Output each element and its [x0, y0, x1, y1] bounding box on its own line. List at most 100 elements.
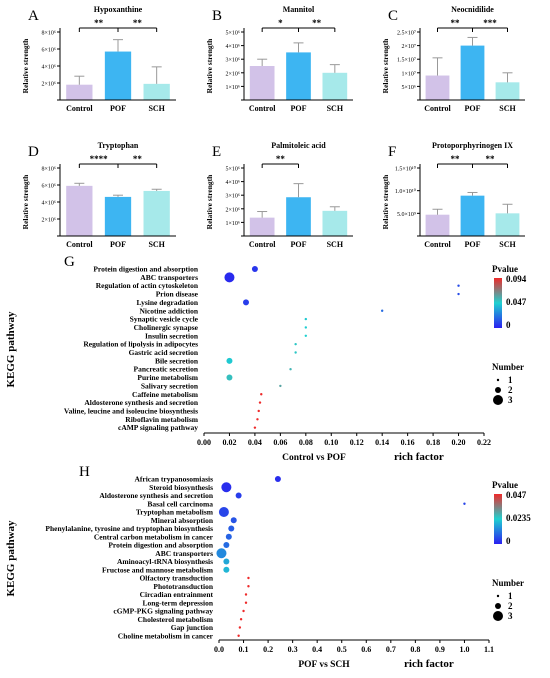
significance-label: *** [483, 18, 497, 28]
pvalue-legend-label: 0.0235 [506, 513, 531, 523]
bar-panel-f: F Protoporphyrinogen IX Control POF SCH 5.0×1… [381, 141, 525, 249]
bar-panel-d: D Tryptophan Control POF SCH 2×10⁶ 4×10⁶ 6×10⁶ 8… [21, 141, 176, 249]
pathway-label: Phototransduction [153, 582, 213, 591]
y-tick-label: 2.5×10⁷ [397, 31, 416, 37]
bar [143, 83, 170, 100]
number-legend-label: 3 [508, 395, 513, 405]
x-tick-label: POF [291, 104, 307, 113]
x-tick-label: 0.00 [197, 438, 211, 447]
pathway-label: Tryptophan metabolism [136, 508, 214, 517]
pathway-point [304, 317, 308, 321]
x-tick-label: 0.18 [426, 438, 440, 447]
pathway-point [223, 542, 230, 548]
x-tick-label: 0.0 [214, 645, 224, 654]
panel-letter: G [64, 254, 75, 270]
significance-label: * [278, 18, 283, 28]
significance-label: ** [276, 154, 286, 164]
y-tick-label: 2×10⁶ [42, 82, 56, 88]
y-tick-label: 8×10⁶ [42, 31, 56, 37]
pathway-label: Protein digestion and absorption [93, 265, 198, 274]
pvalue-legend-title: Pvalue [492, 480, 518, 490]
x-axis-label: POF vs SCH [298, 660, 350, 670]
y-tick-label: 4×10⁶ [226, 180, 240, 186]
pathway-point [218, 507, 229, 517]
y-tick-label: 5×10⁶ [402, 85, 416, 91]
pathway-label: Pancreatic secretion [134, 365, 199, 374]
significance-label: ** [451, 18, 461, 28]
panel-letter: F [388, 144, 396, 160]
bar [104, 51, 132, 100]
pathway-point [304, 334, 308, 337]
bar [249, 66, 275, 100]
bar [425, 214, 450, 236]
pathway-point [380, 309, 384, 312]
bar [460, 195, 485, 236]
x-tick-label: 0.06 [273, 438, 287, 447]
pathway-label: Olfactory transduction [139, 574, 213, 583]
x-tick-label: Control [424, 240, 451, 249]
significance-label: ** [451, 154, 461, 164]
pathway-label: Regulation of lipolysis in adipocytes [83, 340, 198, 349]
y-tick-label: 2×10⁷ [402, 44, 416, 50]
chart-title: Hypoxanthine [94, 5, 143, 14]
bar [322, 72, 348, 100]
pathway-point [226, 357, 233, 364]
bar [143, 190, 170, 236]
y-tick-label: 1×10⁶ [226, 221, 240, 227]
x-tick-label: SCH [327, 104, 344, 113]
pathway-point [230, 517, 237, 524]
x-tick-label: Control [424, 104, 451, 113]
pathway-point [238, 626, 242, 629]
x-tick-label: 0.04 [248, 438, 262, 447]
panel-letter: H [79, 464, 90, 480]
significance-label: **** [90, 154, 109, 164]
pathway-label: Bile secretion [155, 356, 199, 365]
y-tick-label: 2×10⁶ [42, 218, 56, 224]
pathway-label: Fructose and mannose metabolism [102, 565, 214, 574]
pathway-label: Regulation of actin cytoskeleton [96, 281, 199, 290]
pathway-label: Prion disease [156, 290, 199, 299]
pathway-point [226, 374, 233, 381]
pvalue-legend-label: 0.047 [506, 297, 527, 307]
pathway-label: Caffeine metabolism [132, 390, 199, 399]
x-tick-label: 1.1 [484, 645, 494, 654]
y-tick-label: 4×10⁶ [42, 65, 56, 71]
pathway-point [235, 492, 242, 499]
pathway-label: Insulin secretion [145, 331, 199, 340]
pathway-label: Riboflavin metabolism [125, 415, 198, 424]
x-tick-label: SCH [148, 240, 165, 249]
bubble-panel-h: H KEGG pathway African trypanosomiasisSter… [5, 464, 531, 670]
y-tick-label: 2×10⁶ [226, 207, 240, 213]
y-tick-label: 1.0×10¹⁰ [395, 188, 417, 195]
pathway-label: cAMP signaling pathway [118, 423, 198, 432]
x-tick-label: 0.14 [375, 438, 389, 447]
x-tick-label: 0.4 [312, 645, 322, 654]
pvalue-legend-title: Pvalue [492, 264, 518, 274]
pathway-point [457, 284, 460, 287]
bar [286, 197, 311, 236]
pathway-label: Lysine degradation [137, 298, 199, 307]
pathway-point [294, 351, 297, 354]
y-tick-label: 5.0×10⁹ [397, 212, 416, 218]
pathway-label: Mineral absorption [151, 516, 214, 525]
y-axis-label: Relative strength [21, 174, 30, 229]
pathway-point [216, 548, 227, 559]
pathway-label: Cholinergic synapse [134, 323, 199, 332]
x-tick-label: Control [249, 240, 276, 249]
pathway-point [244, 593, 248, 596]
panel-letter: E [212, 144, 221, 160]
pathway-label: Salivary secretion [141, 381, 199, 390]
pathway-point [237, 634, 240, 637]
x-tick-label: 0.5 [337, 645, 347, 654]
y-tick-label: 3×10⁶ [226, 58, 240, 64]
x-tick-label: POF [465, 240, 481, 249]
number-legend-title: Number [492, 362, 524, 372]
x-tick-label: 1.0 [459, 645, 469, 654]
number-legend-title: Number [492, 578, 524, 588]
pathway-point [225, 533, 232, 540]
pathway-label: Gap junction [171, 623, 214, 632]
pathway-label: ABC transporters [140, 273, 198, 282]
x-tick-label: POF [465, 104, 481, 113]
x-tick-label: POF [110, 240, 126, 249]
